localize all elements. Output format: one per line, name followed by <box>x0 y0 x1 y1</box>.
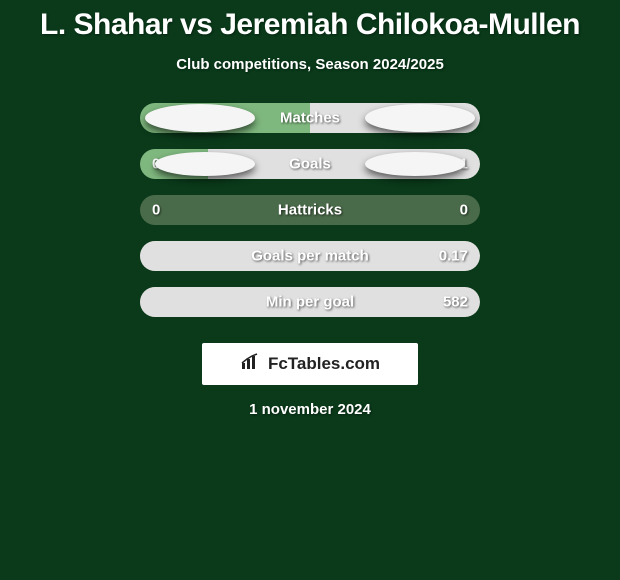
bars-region: Matches66 Goals01 Hattricks 0 0 Goals per mat… <box>140 103 480 333</box>
player-key-left <box>155 152 255 176</box>
comparison-widget: L. Shahar vs Jeremiah Chilokoa-Mullen Cl… <box>0 0 620 418</box>
bar-row: Matches66 <box>140 103 480 133</box>
player-key-right <box>365 152 465 176</box>
bar-value-right: 0.17 <box>439 248 468 265</box>
player-key-left <box>145 104 255 132</box>
subtitle: Club competitions, Season 2024/2025 <box>176 56 444 73</box>
bar-track: Goals per match 0.17 <box>140 241 480 271</box>
brand-text: FcTables.com <box>268 354 380 374</box>
bar-row: Goals01 <box>140 149 480 179</box>
bar-label: Goals per match <box>251 248 369 265</box>
bar-track: Min per goal 582 <box>140 287 480 317</box>
page-title: L. Shahar vs Jeremiah Chilokoa-Mullen <box>40 8 580 42</box>
player-key-right <box>365 104 475 132</box>
bar-chart-icon <box>240 353 262 376</box>
bar-row: Hattricks 0 0 <box>140 195 480 225</box>
bar-value-right: 582 <box>443 294 468 311</box>
bar-label: Min per goal <box>266 294 354 311</box>
bar-value-left: 0 <box>152 202 160 219</box>
bar-label: Matches <box>280 110 340 127</box>
bar-row: Min per goal 582 <box>140 287 480 317</box>
bar-value-right: 0 <box>460 202 468 219</box>
bar-label: Goals <box>289 156 331 173</box>
date-text: 1 november 2024 <box>249 401 371 418</box>
bar-label: Hattricks <box>278 202 342 219</box>
bar-row: Goals per match 0.17 <box>140 241 480 271</box>
brand-badge: FcTables.com <box>202 343 418 385</box>
bar-track: Hattricks 0 0 <box>140 195 480 225</box>
